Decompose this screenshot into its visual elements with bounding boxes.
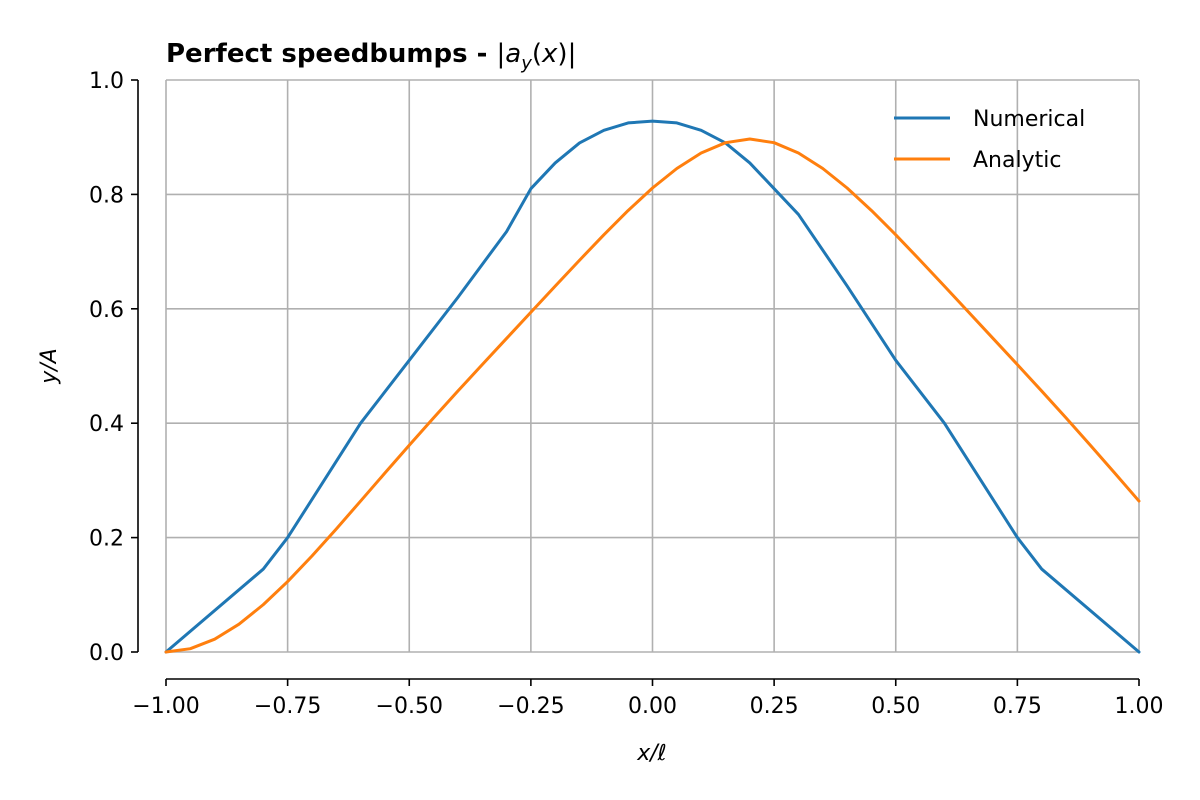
y-tick-label-1: 0.2	[89, 527, 124, 552]
x-tick-label-8: 1.00	[1115, 694, 1164, 719]
y-tick-label-2: 0.4	[89, 412, 124, 437]
legend-label-analytic: Analytic	[973, 148, 1061, 173]
x-tick-label-6: 0.50	[871, 694, 920, 719]
legend: Numerical Analytic	[894, 107, 1085, 173]
chart-title-math: |ay(x)|	[497, 39, 577, 74]
ticks: −1.00 −0.75 −0.50 −0.25 0.00 0.25 0.50 0.75 1.00…	[89, 69, 1163, 719]
chart-title: Perfect speedbumps - |ay(x)|	[166, 39, 576, 74]
y-tick-label-4: 0.8	[89, 183, 124, 208]
series-layer	[164, 119, 1141, 654]
x-tick-label-4: 0.00	[628, 694, 677, 719]
x-tick-label-1: −0.75	[254, 694, 321, 719]
x-tick-label-5: 0.25	[750, 694, 799, 719]
y-axis-label: y/A	[37, 348, 62, 384]
x-tick-label-0: −1.00	[132, 694, 199, 719]
series-line-analytic	[164, 137, 1141, 654]
series-line-numerical	[164, 119, 1141, 654]
x-tick-label-3: −0.25	[497, 694, 564, 719]
y-tick-label-3: 0.6	[89, 298, 124, 323]
x-tick-label-7: 0.75	[993, 694, 1042, 719]
y-tick-label-5: 1.0	[89, 69, 124, 94]
legend-label-numerical: Numerical	[973, 107, 1085, 132]
x-axis-label: x/ℓ	[636, 741, 667, 766]
y-tick-label-0: 0.0	[89, 641, 124, 666]
chart-title-bold: Perfect speedbumps -	[166, 39, 497, 69]
x-tick-label-2: −0.50	[376, 694, 443, 719]
